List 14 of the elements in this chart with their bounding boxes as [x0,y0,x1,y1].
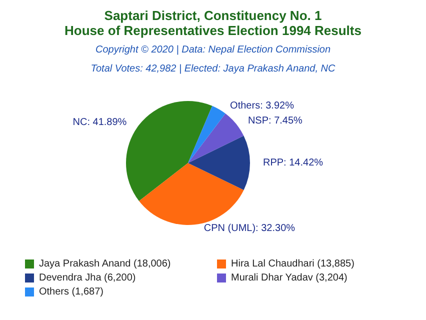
legend-label: Devendra Jha (6,200) [39,272,136,284]
legend-label: Murali Dhar Yadav (3,204) [231,272,348,284]
legend-label: Hira Lal Chaudhari (13,885) [231,258,354,270]
chart-subtitle: House of Representatives Election 1994 Results [64,23,362,38]
chart-title: Saptari District, Constituency No. 1 [104,8,322,23]
legend-label: Jaya Prakash Anand (18,006) [39,258,171,270]
data-label: NSP: 7.45% [248,116,303,127]
text: Total Votes: 42,982 | Elected: Jaya Prakash Anand, NC [90,64,336,74]
data-label: RPP: 14.42% [263,157,324,168]
data-label: CPN (UML): 32.30% [204,223,296,234]
text: Copyright © 2020 | Data: Nepal Election Commission [95,44,331,56]
data-label: NC: 41.89% [72,117,127,128]
data-label: Others: 3.92% [230,100,294,112]
legend-label: Others (1,687) [39,286,104,298]
